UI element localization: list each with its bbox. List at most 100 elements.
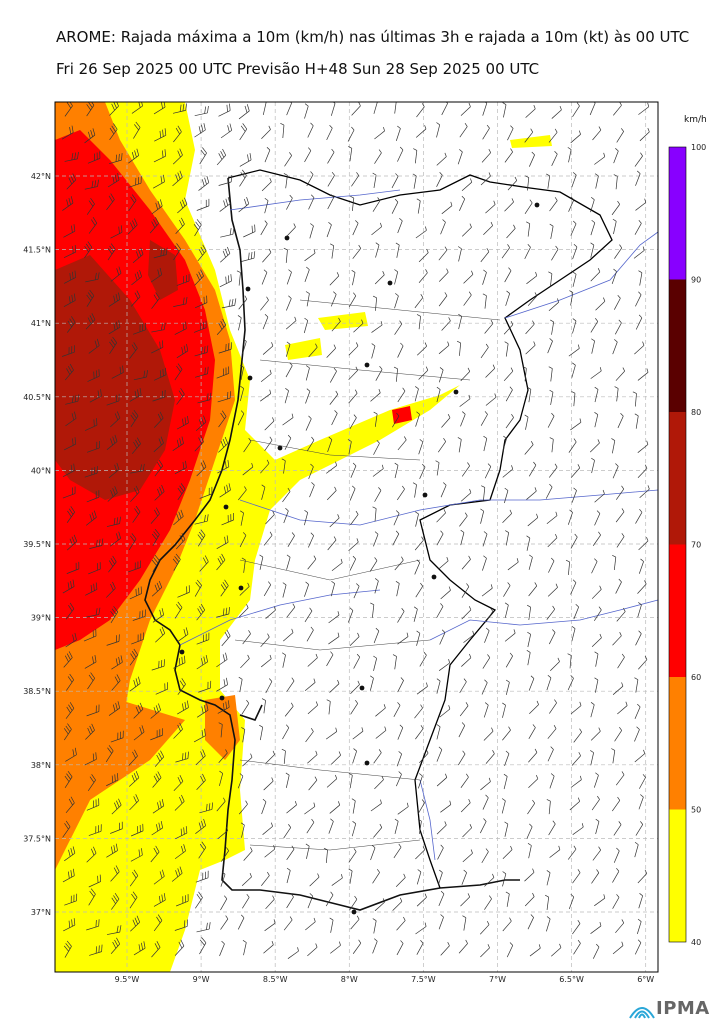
wind-barb — [193, 728, 206, 743]
wind-barb — [570, 220, 577, 236]
wind-barb — [504, 341, 509, 357]
wind-barb — [106, 773, 119, 787]
wind-barb — [394, 102, 397, 114]
wind-barb — [438, 914, 444, 930]
wind-barb — [594, 412, 599, 428]
wind-barb — [639, 128, 650, 142]
wind-barb — [590, 367, 602, 379]
wind-barb — [591, 457, 595, 474]
wind-barb — [592, 126, 602, 141]
wind-barb — [463, 270, 474, 284]
wind-barb — [505, 413, 514, 429]
gust-zone-40-inland-3 — [510, 135, 552, 148]
wind-barb — [349, 485, 356, 501]
wind-barb — [395, 242, 400, 258]
wind-barb — [237, 315, 242, 331]
wind-barb — [221, 629, 231, 647]
district-borders — [234, 299, 501, 851]
wind-barb — [236, 270, 241, 286]
wind-barb — [307, 555, 317, 570]
wind-barb — [502, 465, 514, 478]
wind-barb — [527, 631, 531, 648]
wind-barb — [460, 102, 471, 116]
wind-barb — [85, 723, 95, 740]
wind-barb — [89, 538, 104, 549]
wind-barb — [217, 459, 230, 474]
wind-barb — [374, 775, 384, 790]
wind-barb — [305, 415, 312, 431]
wind-barb — [308, 463, 314, 479]
wind-barb — [417, 799, 425, 815]
wind-barb — [616, 485, 625, 500]
wind-barb — [372, 464, 384, 477]
wind-barb — [110, 411, 121, 428]
wind-barb — [133, 121, 141, 139]
wind-barb — [88, 874, 101, 888]
wind-barb — [174, 460, 187, 475]
wind-barb — [265, 510, 275, 525]
wind-barb — [129, 586, 142, 600]
wind-barb — [461, 583, 470, 598]
wind-barb — [571, 362, 576, 378]
wind-barb — [283, 916, 293, 931]
wind-barb — [326, 461, 337, 474]
wind-barb — [397, 342, 404, 358]
wind-barb — [438, 557, 449, 570]
wind-barbs — [61, 102, 650, 959]
wind-barb — [528, 748, 538, 763]
wind-barb — [571, 487, 577, 503]
wind-barb — [506, 942, 514, 958]
wind-barb — [415, 411, 420, 427]
wind-barb — [457, 750, 466, 766]
wind-barb — [440, 219, 446, 235]
wind-barb — [613, 174, 618, 190]
wind-barb — [568, 344, 580, 357]
wind-barb — [306, 436, 315, 452]
wind-barb — [369, 557, 378, 572]
wind-barb — [595, 818, 600, 835]
wind-barb — [327, 171, 335, 187]
wind-barb — [131, 290, 141, 307]
wind-barb — [549, 437, 554, 453]
wind-barb — [528, 554, 533, 570]
wind-barb — [634, 220, 642, 235]
wind-barb — [459, 394, 471, 407]
wind-barb — [129, 794, 139, 811]
wind-barb — [505, 290, 510, 306]
wind-barb — [591, 869, 600, 884]
wind-barb — [216, 148, 227, 166]
wind-barb — [133, 370, 148, 381]
latitude-label: 40°N — [31, 466, 51, 475]
wind-barb — [548, 271, 553, 287]
wind-barb — [330, 243, 335, 259]
wind-barb — [438, 292, 448, 307]
wind-barb — [106, 843, 118, 858]
wind-barb — [570, 130, 581, 144]
wind-barb — [394, 462, 399, 479]
wind-barb — [265, 750, 275, 764]
wind-barb — [524, 199, 533, 214]
wind-barb — [546, 675, 552, 691]
wind-barb — [504, 750, 510, 766]
wind-barb — [196, 654, 208, 670]
wind-barb — [128, 560, 142, 573]
wind-barb — [373, 531, 379, 547]
wind-barb — [130, 848, 143, 862]
wind-barb — [195, 818, 206, 834]
wind-barb — [110, 225, 123, 239]
wind-barb — [506, 224, 516, 239]
wind-barb — [241, 873, 252, 887]
wind-barb — [524, 244, 531, 260]
wind-barb — [172, 436, 184, 451]
wind-barb — [567, 653, 572, 669]
wind-barb — [329, 390, 339, 405]
wind-barb — [594, 894, 606, 907]
wind-barb — [263, 940, 274, 954]
wind-barb — [524, 414, 529, 430]
wind-barb — [63, 437, 77, 451]
wind-barb — [331, 751, 341, 765]
wind-barb — [326, 651, 334, 667]
wind-barb — [374, 127, 385, 140]
wind-barb — [133, 725, 145, 741]
wind-barb — [394, 818, 399, 834]
